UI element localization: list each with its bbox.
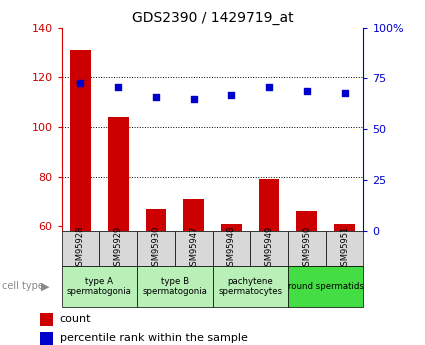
Bar	[259, 179, 280, 345]
Title: GDS2390 / 1429719_at: GDS2390 / 1429719_at	[132, 11, 293, 25]
Bar	[70, 50, 91, 345]
Point	[228, 92, 235, 98]
Bar	[137, 231, 175, 266]
Point	[115, 84, 122, 89]
Bar	[288, 231, 326, 266]
Text: GSM95947: GSM95947	[189, 226, 198, 271]
Text: GSM95928: GSM95928	[76, 226, 85, 271]
Text: GSM95930: GSM95930	[151, 226, 160, 271]
Text: round spermatids: round spermatids	[288, 282, 364, 291]
Bar	[326, 231, 363, 266]
Bar	[62, 266, 137, 307]
Bar	[145, 209, 166, 345]
Point	[77, 80, 84, 85]
Text: GSM95929: GSM95929	[114, 226, 123, 271]
Text: count: count	[60, 314, 91, 324]
Bar	[62, 231, 99, 266]
Text: GSM95949: GSM95949	[265, 226, 274, 271]
Bar	[183, 199, 204, 345]
Bar	[40, 313, 53, 326]
Point	[266, 84, 272, 89]
Text: type A
spermatogonia: type A spermatogonia	[67, 277, 132, 296]
Point	[303, 88, 310, 93]
Bar	[212, 266, 288, 307]
Bar	[334, 224, 355, 345]
Bar	[296, 211, 317, 345]
Text: GSM95951: GSM95951	[340, 226, 349, 271]
Text: GSM95948: GSM95948	[227, 226, 236, 271]
Point	[153, 94, 159, 100]
Bar	[221, 224, 242, 345]
Text: percentile rank within the sample: percentile rank within the sample	[60, 333, 248, 343]
Text: GSM95950: GSM95950	[302, 226, 311, 271]
Bar	[137, 266, 212, 307]
Bar	[212, 231, 250, 266]
Bar	[108, 117, 129, 345]
Bar	[250, 231, 288, 266]
Bar	[99, 231, 137, 266]
Point	[190, 96, 197, 101]
Text: cell type: cell type	[2, 282, 44, 291]
Bar	[40, 332, 53, 345]
Text: ▶: ▶	[41, 282, 49, 291]
Text: type B
spermatogonia: type B spermatogonia	[142, 277, 207, 296]
Text: pachytene
spermatocytes: pachytene spermatocytes	[218, 277, 282, 296]
Point	[341, 90, 348, 96]
Bar	[288, 266, 363, 307]
Bar	[175, 231, 212, 266]
